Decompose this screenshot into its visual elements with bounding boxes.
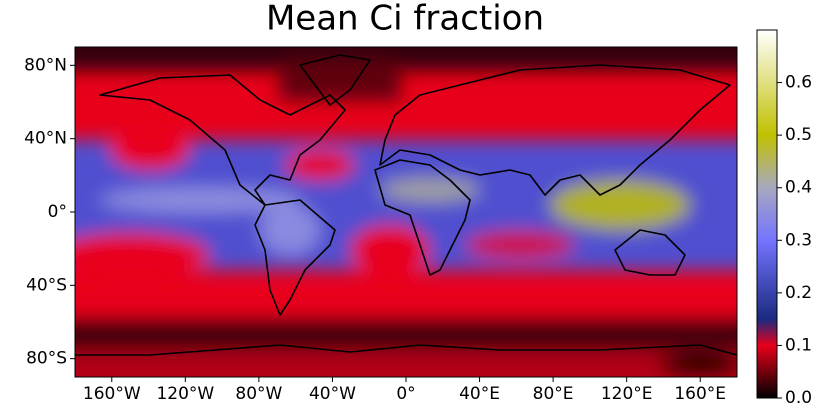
x-tick-label: 160°W: [83, 384, 141, 404]
x-tick-label: 40°W: [309, 384, 356, 404]
colorbar-tick-label: 0.1: [785, 335, 812, 355]
x-tick-label: 120°E: [601, 384, 653, 404]
x-tick-label: 80°E: [533, 384, 574, 404]
colorbar-tick-label: 0.4: [785, 178, 812, 198]
y-tick-label: 0°: [48, 202, 67, 222]
colorbar-tick-label: 0.2: [785, 283, 812, 303]
colorbar-tick-label: 0.5: [785, 125, 812, 145]
x-tick-label: 40°E: [459, 384, 500, 404]
x-tick-label: 0°: [396, 384, 415, 404]
x-tick-label: 120°W: [156, 384, 214, 404]
y-tick-label: 80°S: [26, 349, 67, 369]
colorbar-tick-label: 0.6: [785, 73, 812, 93]
field: [75, 47, 737, 377]
chart-title: Mean Ci fraction: [266, 0, 544, 39]
colorbar-tick-label: 0.0: [785, 388, 812, 408]
colorbar: [756, 29, 778, 399]
x-tick-label: 160°E: [674, 384, 726, 404]
x-tick-label: 80°W: [235, 384, 282, 404]
y-tick-label: 40°N: [24, 129, 67, 149]
colorbar-tick-label: 0.3: [785, 230, 812, 250]
y-tick-label: 40°S: [26, 275, 67, 295]
y-tick-label: 80°N: [24, 55, 67, 75]
